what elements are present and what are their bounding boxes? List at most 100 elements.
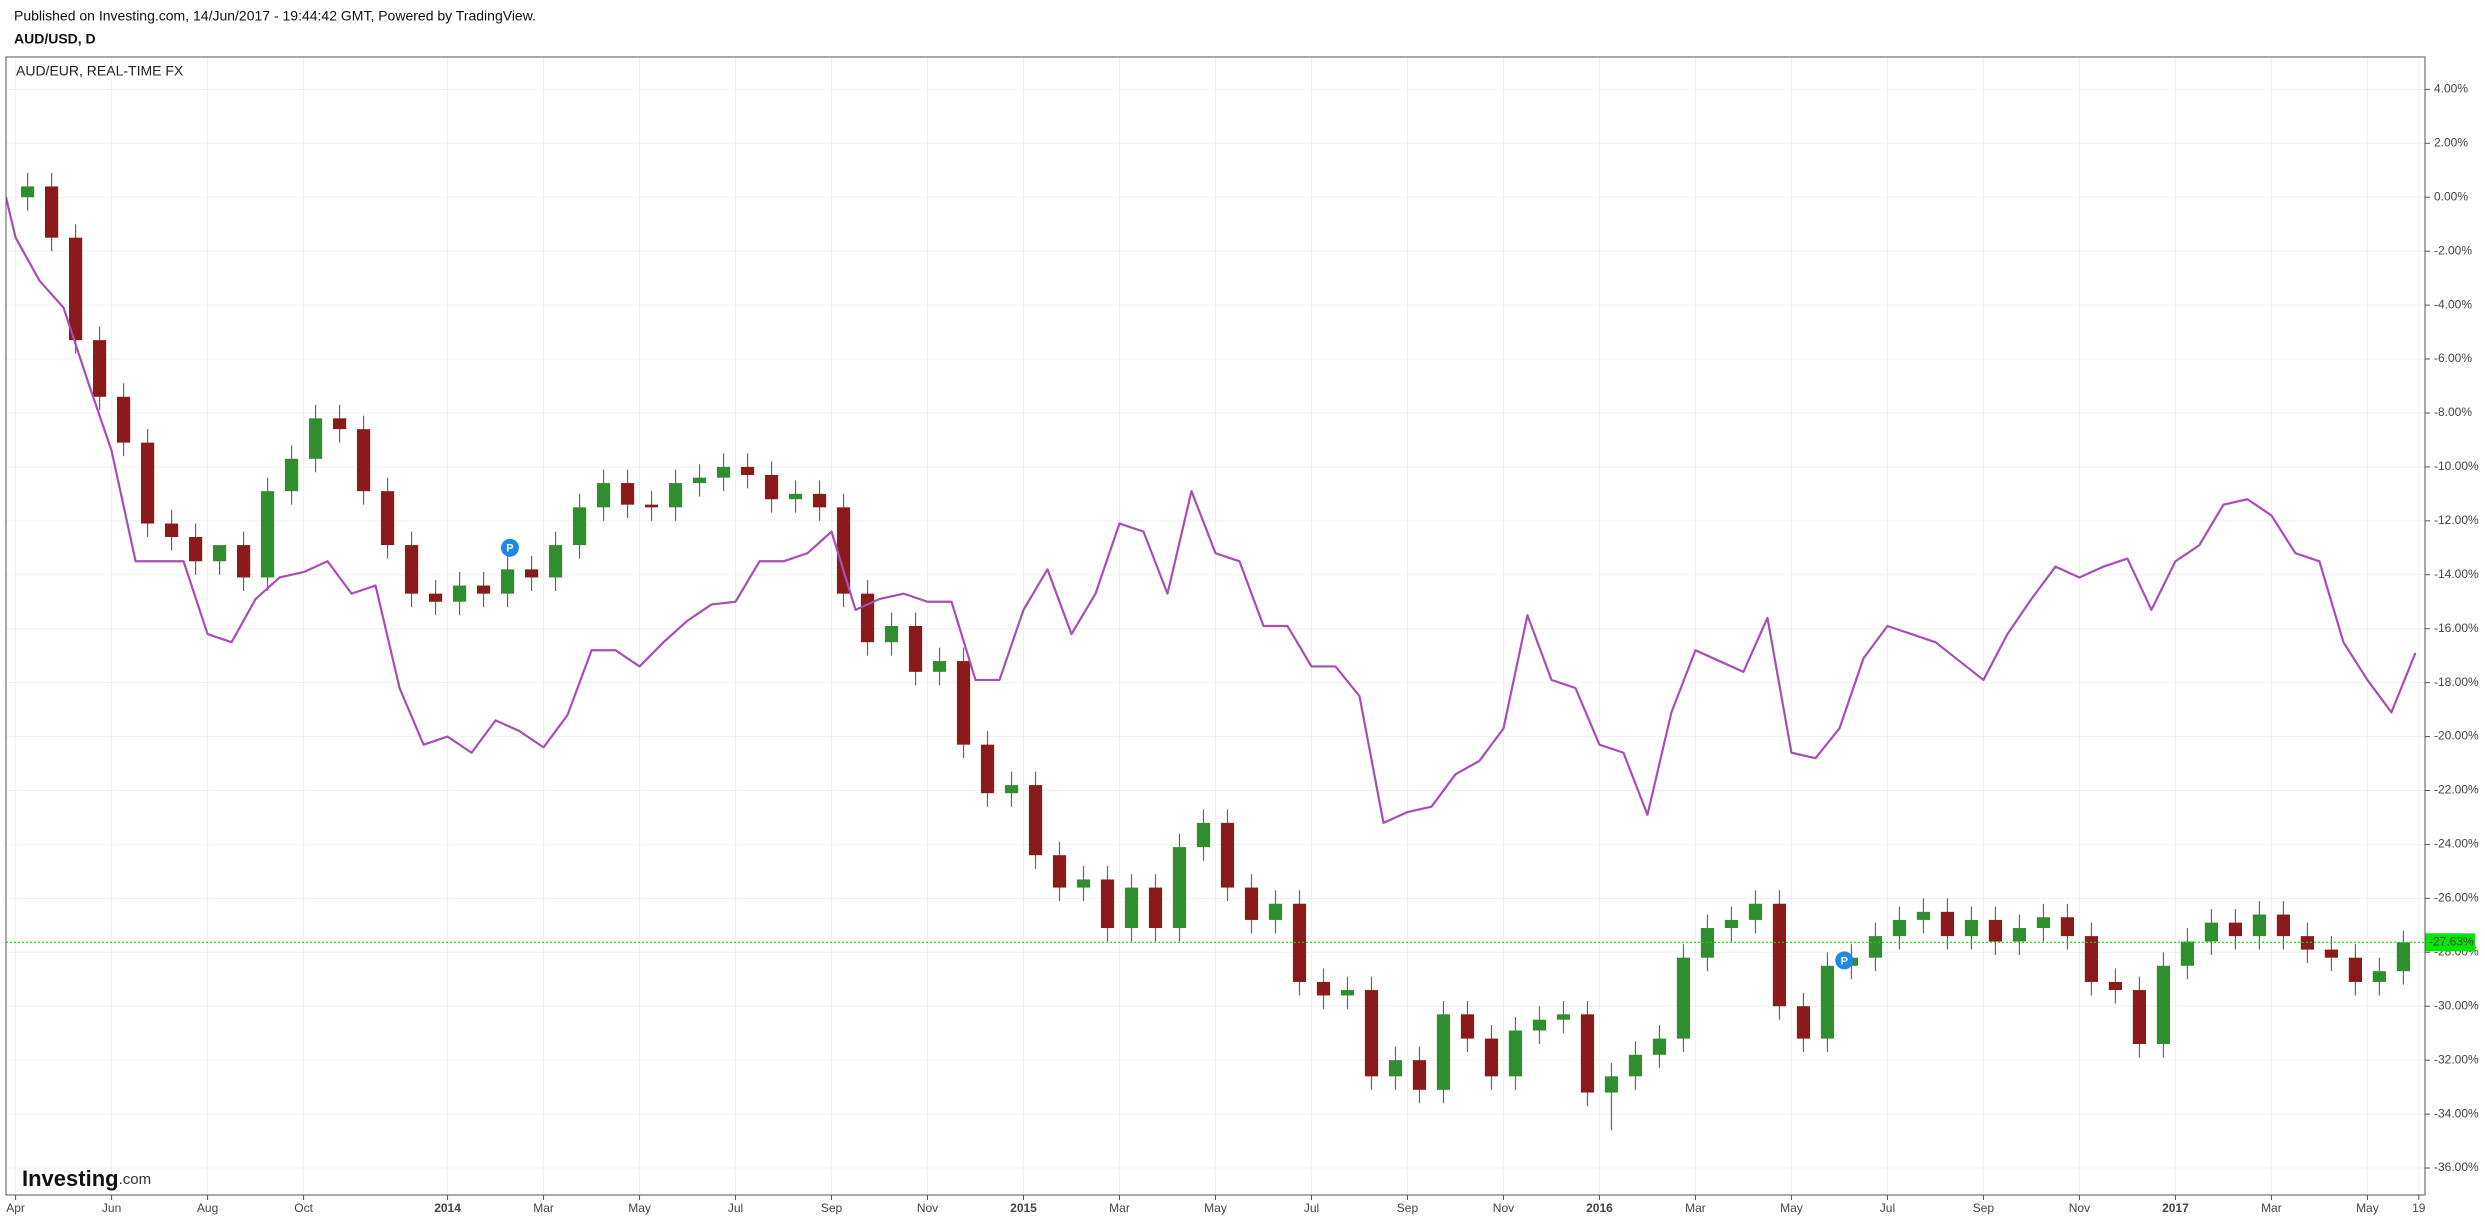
candle-body bbox=[2036, 917, 2051, 929]
candle-body bbox=[836, 507, 851, 594]
last-value-box bbox=[2425, 933, 2475, 952]
x-tick-label: May bbox=[1780, 1201, 1803, 1215]
x-tick-label: 2015 bbox=[1010, 1201, 1037, 1215]
candle-body bbox=[1916, 911, 1931, 920]
candle-body bbox=[1964, 919, 1979, 937]
x-tick-label: 2014 bbox=[434, 1201, 461, 1215]
y-tick-label: -20.00% bbox=[2434, 729, 2479, 743]
candle-body bbox=[908, 626, 923, 672]
plot-frame bbox=[5, 56, 2426, 1196]
y-tick-label: -34.00% bbox=[2434, 1106, 2479, 1120]
x-tick-label: Aug bbox=[197, 1201, 218, 1215]
candle-body bbox=[284, 458, 299, 492]
candle-body bbox=[572, 507, 587, 546]
candle-body bbox=[1796, 1006, 1811, 1039]
line-series bbox=[6, 196, 2417, 824]
candle-body bbox=[1196, 822, 1211, 848]
candle-body bbox=[500, 569, 515, 594]
x-tick-label: Nov bbox=[917, 1201, 938, 1215]
candle-body bbox=[716, 466, 731, 478]
candle-body bbox=[956, 661, 971, 745]
candle-body bbox=[1724, 919, 1739, 929]
candle-body bbox=[1268, 903, 1283, 920]
grid bbox=[6, 57, 2425, 1195]
candle-body bbox=[2180, 941, 2195, 966]
candle-body bbox=[1580, 1014, 1595, 1093]
candle-body bbox=[2156, 965, 2171, 1044]
x-tick-label: 2017 bbox=[2162, 1201, 2189, 1215]
x-tick-label: Sep bbox=[1397, 1201, 1419, 1215]
event-marker bbox=[500, 538, 519, 557]
candle-body bbox=[1508, 1030, 1523, 1077]
candle-body bbox=[452, 585, 467, 602]
event-marker bbox=[1835, 951, 1854, 970]
y-tick-label: -32.00% bbox=[2434, 1052, 2479, 1066]
candle-body bbox=[1556, 1014, 1571, 1020]
y-tick-label: -36.00% bbox=[2434, 1160, 2479, 1174]
candle-body bbox=[620, 483, 635, 505]
axes: 4.00% 2.00% 0.00% -2.00% -4.00% -6.00% -8.00% -… bbox=[6, 82, 2479, 1216]
x-tick-label: Sep bbox=[1973, 1201, 1995, 1215]
candle-body bbox=[1100, 879, 1115, 929]
candle-body bbox=[1220, 822, 1235, 888]
published-note: Published on Investing.com, 14/Jun/2017 … bbox=[14, 8, 536, 24]
watermark-suffix: .com bbox=[119, 1171, 152, 1188]
watermark: Investing.com bbox=[22, 1166, 151, 1191]
candle-body bbox=[860, 593, 875, 643]
candle-body bbox=[2108, 981, 2123, 991]
candle-body bbox=[1604, 1076, 1619, 1093]
candle-body bbox=[2204, 922, 2219, 942]
candle-body bbox=[44, 186, 59, 238]
x-tick-label: Mar bbox=[1109, 1201, 1130, 1215]
x-tick-label: 19 bbox=[2412, 1201, 2426, 1215]
x-tick-label: Jul bbox=[1304, 1201, 1319, 1215]
y-tick-label: -4.00% bbox=[2434, 297, 2472, 311]
candle-body bbox=[1532, 1019, 1547, 1031]
x-tick-label: Sep bbox=[821, 1201, 843, 1215]
y-tick-label: -10.00% bbox=[2434, 459, 2479, 473]
last-value-label: -27.63% bbox=[2429, 934, 2474, 948]
candle-body bbox=[1340, 990, 1355, 996]
candle-body bbox=[116, 396, 131, 443]
candle-body bbox=[1316, 981, 1331, 996]
candle-body bbox=[1460, 1014, 1475, 1039]
candle-body bbox=[1652, 1038, 1667, 1055]
candle-body bbox=[2252, 914, 2267, 937]
candle-body bbox=[260, 491, 275, 578]
candle-body bbox=[2276, 914, 2291, 937]
x-tick-label: Jul bbox=[728, 1201, 743, 1215]
candle-body bbox=[1412, 1060, 1427, 1090]
candle-body bbox=[740, 466, 755, 475]
candle-body bbox=[1820, 965, 1835, 1039]
candle-body bbox=[668, 483, 683, 508]
candle-body bbox=[2012, 928, 2027, 942]
legend-entry: AUD/EUR, REAL-TIME FX bbox=[16, 63, 184, 79]
candle-body bbox=[188, 537, 203, 562]
y-tick-label: -16.00% bbox=[2434, 621, 2479, 635]
candle-body bbox=[1076, 879, 1091, 888]
candle-body bbox=[788, 493, 803, 500]
candle-body bbox=[1124, 887, 1139, 929]
candle-body bbox=[356, 429, 371, 492]
y-tick-label: -26.00% bbox=[2434, 891, 2479, 905]
candle-body bbox=[212, 545, 227, 562]
candle-body bbox=[2060, 917, 2075, 937]
y-tick-label: -14.00% bbox=[2434, 567, 2479, 581]
data-layer: PP bbox=[6, 172, 2425, 1131]
candle-body bbox=[1004, 785, 1019, 794]
candle-body bbox=[164, 523, 179, 538]
candle-body bbox=[932, 661, 947, 672]
x-tick-label: Oct bbox=[294, 1201, 313, 1215]
y-tick-label: 4.00% bbox=[2434, 82, 2468, 96]
candle-body bbox=[596, 483, 611, 508]
candle-body bbox=[1028, 785, 1043, 856]
candle-body bbox=[1988, 919, 2003, 942]
y-tick-label: -22.00% bbox=[2434, 783, 2479, 797]
x-tick-label: May bbox=[628, 1201, 651, 1215]
candle-body bbox=[1772, 903, 1787, 1007]
y-tick-label: 2.00% bbox=[2434, 135, 2468, 149]
candle-body bbox=[644, 504, 659, 508]
candle-body bbox=[1436, 1014, 1451, 1090]
candle-body bbox=[476, 585, 491, 594]
